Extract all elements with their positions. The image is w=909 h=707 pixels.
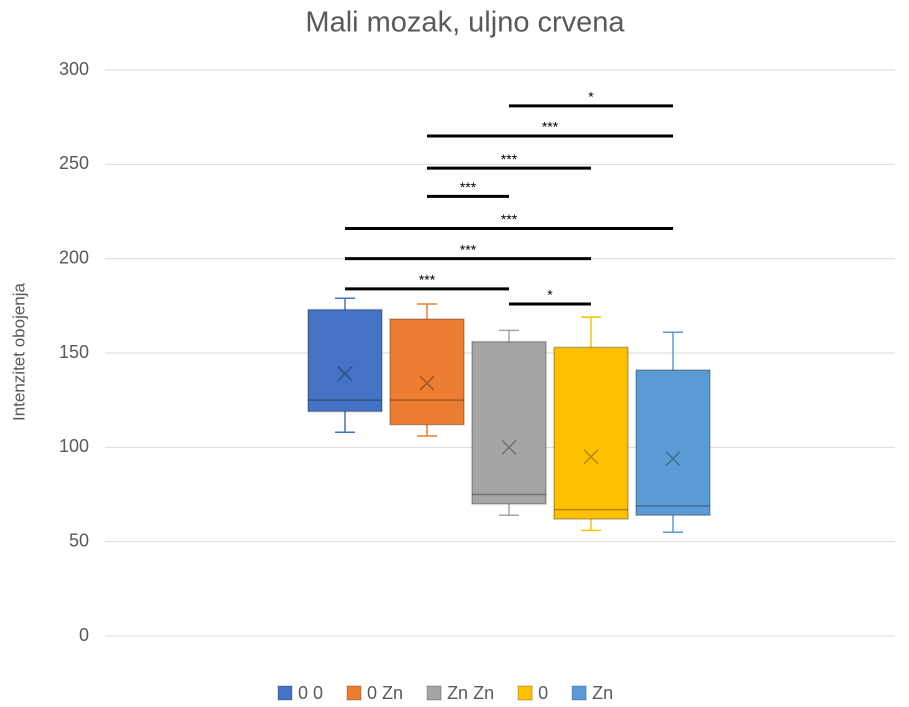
legend-swatch [517,685,533,701]
significance-label: *** [501,151,518,167]
y-tick-label: 0 [79,625,89,645]
mean-marker [665,451,681,467]
significance-label: *** [460,179,477,195]
significance-label: *** [460,241,477,257]
box [307,308,383,413]
box [389,318,465,426]
legend-swatch [346,685,362,701]
y-tick-label: 300 [59,59,89,79]
mean-marker [419,375,435,391]
mean-marker [501,439,517,455]
legend-swatch [571,685,587,701]
mean-marker [583,449,599,465]
y-tick-label: 100 [59,436,89,456]
y-tick-label: 200 [59,247,89,267]
significance-label: * [588,89,594,105]
legend-swatch [426,685,442,701]
legend-label: 0 [538,683,548,703]
legend-label: 0 0 [298,683,323,703]
significance-label: *** [542,119,559,135]
significance-label: *** [419,272,436,288]
y-tick-label: 250 [59,153,89,173]
legend-label: Zn [592,683,613,703]
y-tick-label: 150 [59,342,89,362]
significance-label: *** [501,211,518,227]
box [471,340,547,505]
mean-marker [337,366,353,382]
legend-label: Zn Zn [447,683,494,703]
y-axis-label: Intenzitet obojenja [9,282,28,421]
chart-title: Mali mozak, uljno crvena [305,7,625,39]
y-tick-label: 50 [69,530,89,550]
box [635,369,711,517]
legend-swatch [277,685,293,701]
legend-label: 0 Zn [367,683,403,703]
significance-label: * [547,287,553,303]
box [553,346,629,520]
